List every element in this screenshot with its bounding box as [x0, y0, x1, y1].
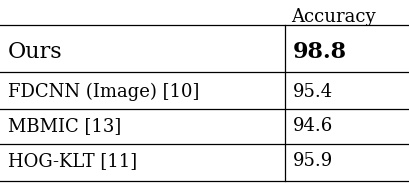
Text: 95.4: 95.4	[292, 83, 333, 101]
Text: 95.9: 95.9	[292, 152, 333, 170]
Text: 94.6: 94.6	[292, 118, 333, 135]
Text: Ours: Ours	[8, 41, 63, 63]
Text: MBMIC [13]: MBMIC [13]	[8, 118, 121, 135]
Text: HOG-KLT [11]: HOG-KLT [11]	[8, 152, 137, 170]
Text: 98.8: 98.8	[292, 41, 346, 63]
Text: Accuracy: Accuracy	[290, 8, 375, 26]
Text: FDCNN (Image) [10]: FDCNN (Image) [10]	[8, 83, 199, 101]
